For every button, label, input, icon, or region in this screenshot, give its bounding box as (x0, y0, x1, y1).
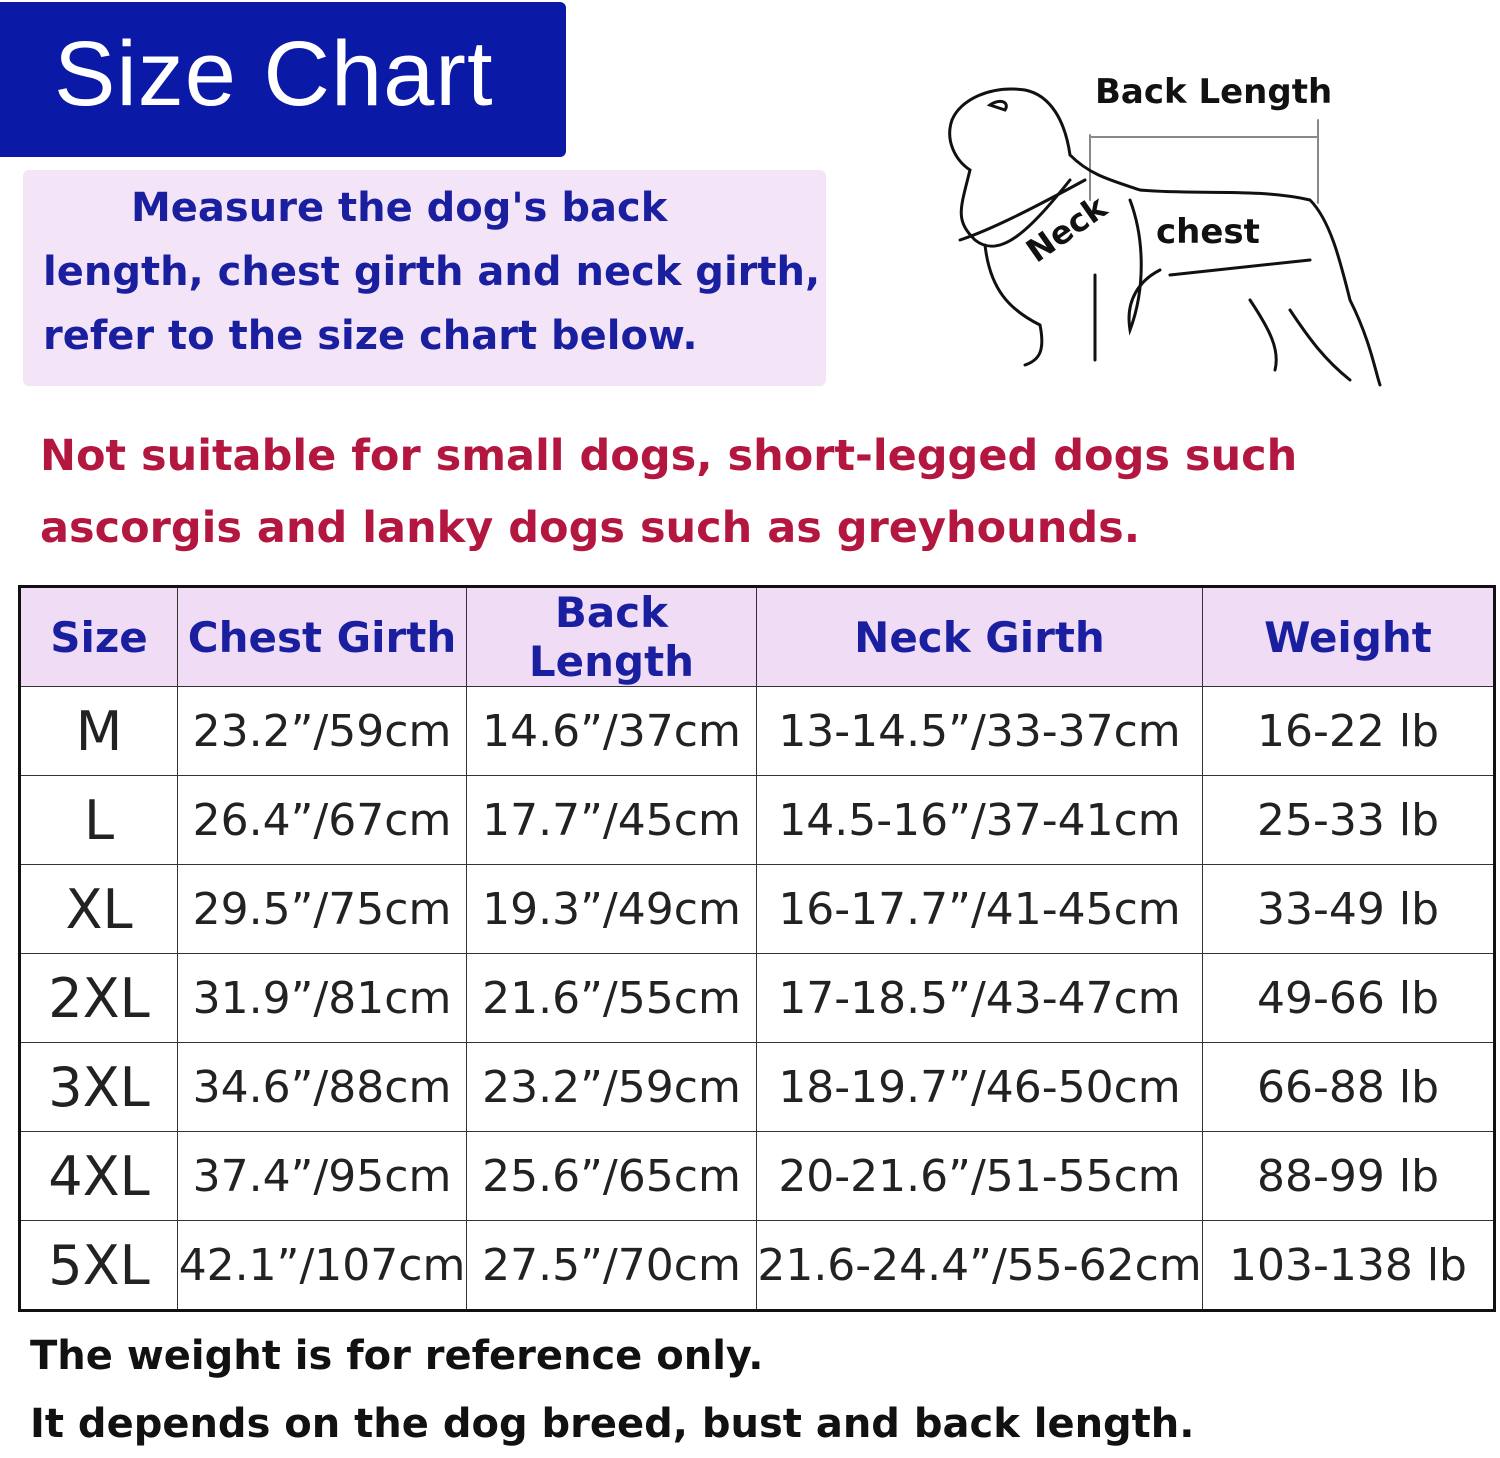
instructions-text: Measure the dog's back length, chest gir… (43, 185, 862, 359)
table-row: 5XL 42.1”/107cm 27.5”/70cm 21.6-24.4”/55-62… (19, 1220, 1495, 1311)
table-row: L 26.4”/67cm 17.7”/45cm 14.5-16”/37-41cm 25-… (19, 775, 1495, 865)
table-cell: 25-33 lb (1202, 775, 1495, 865)
table-cell: 14.5-16”/37-41cm (756, 775, 1203, 865)
size-cell: 3XL (19, 1042, 178, 1132)
table-cell: 13-14.5”/33-37cm (756, 686, 1203, 776)
table-cell: 33-49 lb (1202, 864, 1495, 954)
suitability-warning: Not suitable for small dogs, short-legge… (40, 431, 1298, 553)
size-table: Size Chest Girth Back Length Neck Girth Weig… (18, 585, 1496, 1312)
table-cell: 23.2”/59cm (177, 686, 467, 776)
footer-note: The weight is for reference only. It dep… (30, 1322, 1194, 1458)
table-cell: 14.6”/37cm (466, 686, 757, 776)
size-cell: M (19, 686, 178, 776)
table-cell: 23.2”/59cm (466, 1042, 757, 1132)
table-cell: 20-21.6”/51-55cm (756, 1131, 1203, 1221)
dog-sketch-icon (948, 87, 1382, 387)
table-cell: 17-18.5”/43-47cm (756, 953, 1203, 1043)
column-header: Weight (1202, 586, 1495, 687)
dog-measurement-diagram: Back Length Neck chest (930, 60, 1400, 410)
chest-label: chest (1156, 212, 1260, 252)
table-cell: 88-99 lb (1202, 1131, 1495, 1221)
size-cell: 4XL (19, 1131, 178, 1221)
table-cell: 21.6”/55cm (466, 953, 757, 1043)
column-header: Size (19, 586, 178, 687)
table-cell: 49-66 lb (1202, 953, 1495, 1043)
table-header-row: Size Chest Girth Back Length Neck Girth Weig… (19, 586, 1495, 687)
title-banner: Size Chart (0, 2, 566, 157)
table-cell: 16-22 lb (1202, 686, 1495, 776)
table-cell: 25.6”/65cm (466, 1131, 757, 1221)
table-cell: 66-88 lb (1202, 1042, 1495, 1132)
table-row: 2XL 31.9”/81cm 21.6”/55cm 17-18.5”/43-47cm 4… (19, 953, 1495, 1043)
instructions-panel: Measure the dog's back length, chest gir… (23, 170, 826, 386)
table-cell: 21.6-24.4”/55-62cm (756, 1220, 1203, 1311)
column-header: Chest Girth (177, 586, 467, 687)
size-cell: 2XL (19, 953, 178, 1043)
table-row: 4XL 37.4”/95cm 25.6”/65cm 20-21.6”/51-55cm 8… (19, 1131, 1495, 1221)
back-length-label: Back Length (1095, 72, 1333, 112)
footer-line: The weight is for reference only. (30, 1333, 764, 1379)
page-title: Size Chart (54, 23, 494, 125)
table-cell: 27.5”/70cm (466, 1220, 757, 1311)
column-header: Neck Girth (756, 586, 1203, 687)
table-cell: 42.1”/107cm (177, 1220, 467, 1311)
table-cell: 103-138 lb (1202, 1220, 1495, 1311)
table-cell: 26.4”/67cm (177, 775, 467, 865)
table-cell: 29.5”/75cm (177, 864, 467, 954)
table-row: 3XL 34.6”/88cm 23.2”/59cm 18-19.7”/46-50cm 6… (19, 1042, 1495, 1132)
table-row: M 23.2”/59cm 14.6”/37cm 13-14.5”/33-37cm 16-… (19, 686, 1495, 776)
table-cell: 18-19.7”/46-50cm (756, 1042, 1203, 1132)
footer-line: It depends on the dog breed, bust and ba… (30, 1401, 1195, 1447)
size-cell: 5XL (19, 1220, 178, 1311)
column-header: Back Length (466, 586, 757, 687)
table-cell: 34.6”/88cm (177, 1042, 467, 1132)
table-cell: 19.3”/49cm (466, 864, 757, 954)
size-cell: L (19, 775, 178, 865)
table-cell: 16-17.7”/41-45cm (756, 864, 1203, 954)
size-cell: XL (19, 864, 178, 954)
table-cell: 31.9”/81cm (177, 953, 467, 1043)
table-cell: 37.4”/95cm (177, 1131, 467, 1221)
table-row: XL 29.5”/75cm 19.3”/49cm 16-17.7”/41-45cm 33… (19, 864, 1495, 954)
table-cell: 17.7”/45cm (466, 775, 757, 865)
